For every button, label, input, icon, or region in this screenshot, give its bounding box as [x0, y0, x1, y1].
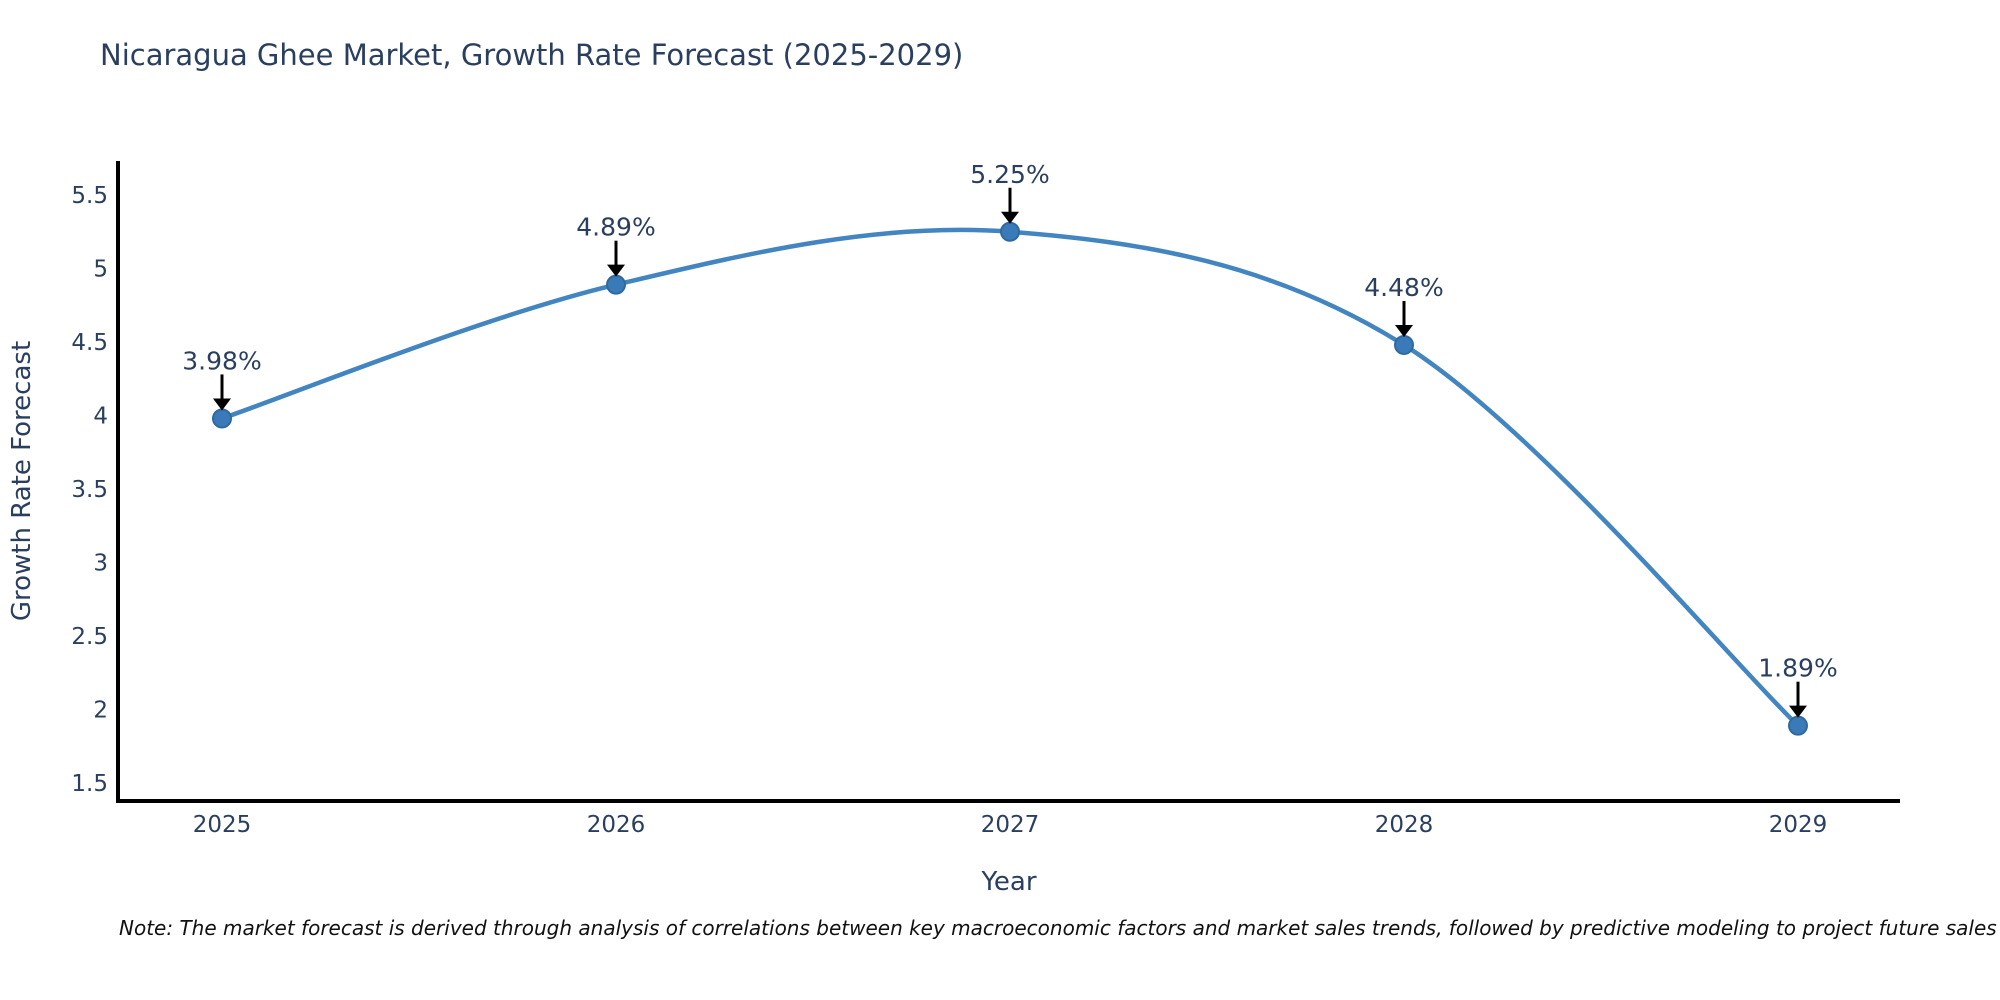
data-point-marker[interactable]	[1000, 221, 1020, 242]
point-annotation-label: 4.89%	[576, 213, 655, 242]
annotation-arrow-head	[1789, 705, 1807, 718]
annotation-arrow-head	[1001, 211, 1019, 224]
y-tick-label: 5.5	[71, 183, 108, 209]
y-axis-title: Growth Rate Forecast	[7, 341, 37, 621]
axes-layer: 5.5 5 4.5 4 3.5 3 2.5 2 1.5 2025 2026 2027 2028 2029	[71, 161, 1900, 838]
point-annotation-label: 5.25%	[970, 160, 1049, 189]
data-point-marker[interactable]	[212, 408, 232, 429]
series-layer	[212, 221, 1808, 736]
x-tick-label: 2028	[1375, 812, 1434, 838]
y-tick-label: 4.5	[71, 330, 108, 356]
footnote: Note: The market forecast is derived thr…	[119, 916, 1997, 940]
x-axis-title: Year	[980, 867, 1036, 897]
y-tick-label: 2	[93, 698, 108, 724]
x-tick-label: 2027	[981, 812, 1040, 838]
y-tick-label: 3	[93, 551, 108, 577]
annotation-arrow-head	[1395, 324, 1413, 337]
point-annotation-label: 4.48%	[1364, 273, 1443, 302]
series-line	[219, 227, 1801, 728]
data-point-marker[interactable]	[606, 274, 626, 295]
x-tick-label: 2025	[193, 812, 252, 838]
x-tick-label: 2026	[587, 812, 646, 838]
chart-title: Nicaragua Ghee Market, Growth Rate Forec…	[100, 38, 964, 72]
annotation-arrow-head	[213, 398, 231, 411]
y-tick-label: 1.5	[71, 771, 108, 797]
axis-lines	[116, 161, 1900, 803]
data-point-marker[interactable]	[1788, 715, 1808, 736]
y-tick-label: 5	[93, 257, 108, 283]
point-annotation-label: 3.98%	[182, 346, 261, 375]
data-point-marker[interactable]	[1394, 334, 1414, 355]
y-tick-label: 3.5	[71, 477, 108, 503]
annotation-layer: 3.98% 4.89% 5.25% 4.48% 1.89%	[182, 160, 1838, 718]
x-tick-label: 2029	[1769, 812, 1828, 838]
point-annotation-label: 1.89%	[1758, 654, 1837, 683]
annotation-arrow-head	[607, 264, 625, 277]
y-tick-label: 4	[93, 404, 108, 430]
y-tick-label: 2.5	[71, 624, 108, 650]
